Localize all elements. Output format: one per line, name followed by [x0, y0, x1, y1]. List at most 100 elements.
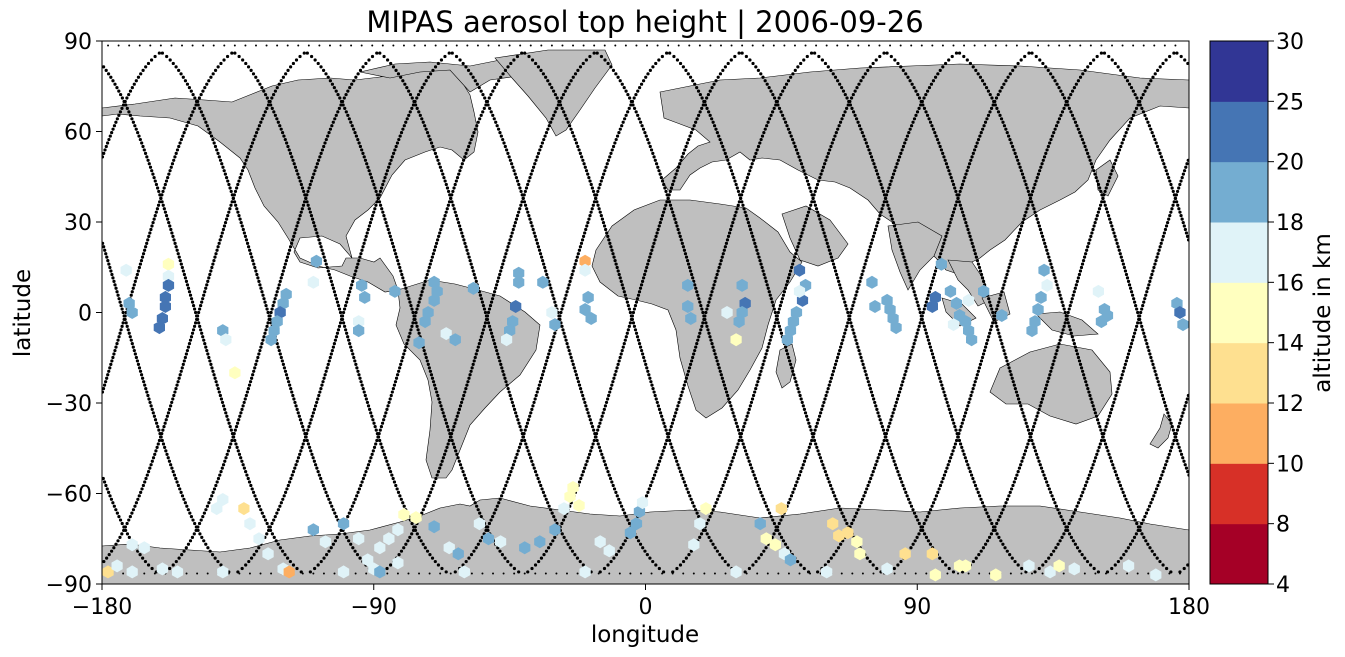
orbit-track-dot	[453, 570, 457, 574]
orbit-track-dot	[359, 380, 363, 384]
orbit-track-dot	[1037, 44, 1040, 47]
orbit-track-dot	[1064, 528, 1068, 533]
orbit-track-dot	[388, 234, 392, 238]
orbit-track-dot	[799, 61, 803, 66]
orbit-track-dot	[1116, 65, 1120, 69]
orbit-track-dot	[308, 570, 312, 574]
orbit-track-dot	[117, 89, 121, 93]
orbit-track-dot	[938, 556, 942, 560]
orbit-track-dot	[257, 546, 261, 550]
orbit-track-dot	[164, 418, 168, 422]
orbit-track-dot	[967, 231, 971, 235]
orbit-track-dot	[225, 452, 229, 456]
y-tick-label: 60	[64, 121, 92, 146]
orbit-track-dot	[1102, 431, 1106, 436]
orbit-track-dot	[362, 390, 366, 394]
orbit-track-dot	[1041, 563, 1045, 567]
orbit-track-dot	[541, 369, 546, 373]
orbit-track-dot	[1146, 508, 1150, 512]
orbit-track-dot	[650, 480, 654, 484]
orbit-track-dot	[530, 459, 534, 463]
orbit-track-dot	[371, 179, 375, 183]
orbit-track-dot	[746, 411, 750, 415]
orbit-track-dot	[472, 272, 476, 277]
orbit-track-dot	[150, 169, 154, 173]
orbit-track-dot	[925, 514, 930, 519]
orbit-track-dot	[279, 79, 283, 83]
orbit-track-dot	[684, 483, 688, 488]
orbit-track-dot	[445, 207, 449, 211]
orbit-track-dot	[1025, 445, 1029, 450]
orbit-track-dot	[1186, 470, 1189, 474]
orbit-track-dot	[181, 75, 185, 79]
orbit-track-dot	[260, 290, 264, 294]
orbit-track-dot	[452, 425, 456, 429]
orbit-track-dot	[1068, 328, 1072, 332]
orbit-track-dot	[799, 162, 804, 166]
orbit-track-dot	[489, 92, 493, 97]
orbit-track-dot	[753, 390, 757, 394]
orbit-track-dot	[436, 470, 441, 474]
orbit-track-dot	[283, 137, 287, 142]
orbit-track-dot	[904, 369, 908, 373]
orbit-track-dot	[818, 456, 823, 460]
orbit-track-dot	[938, 376, 942, 380]
orbit-track-dot	[612, 556, 616, 560]
aerosol-point	[736, 278, 748, 292]
orbit-track-dot	[1148, 352, 1152, 356]
orbit-track-dot	[412, 525, 416, 529]
orbit-track-dot	[371, 214, 375, 218]
orbit-track-dot	[1023, 214, 1027, 218]
orbit-track-dot	[356, 262, 360, 266]
orbit-track-dot	[823, 234, 827, 238]
orbit-track-dot	[950, 179, 955, 183]
orbit-track-dot	[333, 338, 338, 342]
orbit-track-dot	[1110, 566, 1114, 571]
orbit-track-dot	[146, 158, 150, 162]
orbit-track-dot	[1095, 179, 1099, 183]
orbit-track-dot	[549, 286, 553, 290]
orbit-track-dot	[740, 200, 744, 204]
orbit-track-dot	[326, 75, 330, 79]
orbit-track-dot	[1017, 162, 1021, 166]
orbit-track-dot	[149, 58, 154, 62]
orbit-track-dot	[1050, 134, 1054, 138]
orbit-track-dot	[206, 572, 209, 575]
orbit-track-dot	[889, 418, 893, 422]
orbit-track-dot	[390, 241, 395, 245]
orbit-track-dot	[482, 106, 486, 111]
orbit-track-dot	[563, 514, 567, 519]
orbit-track-dot	[1088, 238, 1092, 242]
orbit-track-dot	[712, 283, 716, 287]
orbit-track-dot	[388, 397, 392, 401]
orbit-track-dot	[501, 369, 505, 373]
orbit-track-dot	[862, 265, 866, 270]
orbit-track-dot	[869, 155, 874, 159]
orbit-track-dot	[695, 290, 699, 294]
orbit-track-dot	[1034, 54, 1038, 59]
orbit-track-dot	[846, 310, 850, 315]
orbit-track-dot	[108, 265, 112, 270]
orbit-track-dot	[947, 407, 951, 411]
orbit-track-dot	[795, 383, 799, 387]
orbit-track-dot	[229, 428, 233, 432]
orbit-track-dot	[868, 559, 872, 564]
orbit-track-dot	[754, 65, 758, 69]
orbit-track-dot	[841, 89, 846, 93]
orbit-track-dot	[302, 200, 307, 204]
orbit-track-dot	[1123, 75, 1127, 79]
orbit-track-dot	[227, 421, 231, 425]
orbit-track-dot	[1106, 449, 1110, 453]
orbit-track-dot	[263, 331, 267, 335]
orbit-track-dot	[171, 61, 175, 66]
orbit-track-dot	[1185, 162, 1189, 166]
orbit-track-dot	[513, 459, 517, 463]
orbit-track-dot	[588, 418, 592, 422]
orbit-track-dot	[603, 404, 608, 408]
orbit-track-dot	[223, 44, 226, 47]
orbit-track-dot	[104, 68, 108, 72]
orbit-track-dot	[302, 428, 306, 432]
orbit-track-dot	[1088, 158, 1092, 162]
orbit-track-dot	[196, 572, 199, 575]
orbit-track-dot	[549, 542, 553, 546]
